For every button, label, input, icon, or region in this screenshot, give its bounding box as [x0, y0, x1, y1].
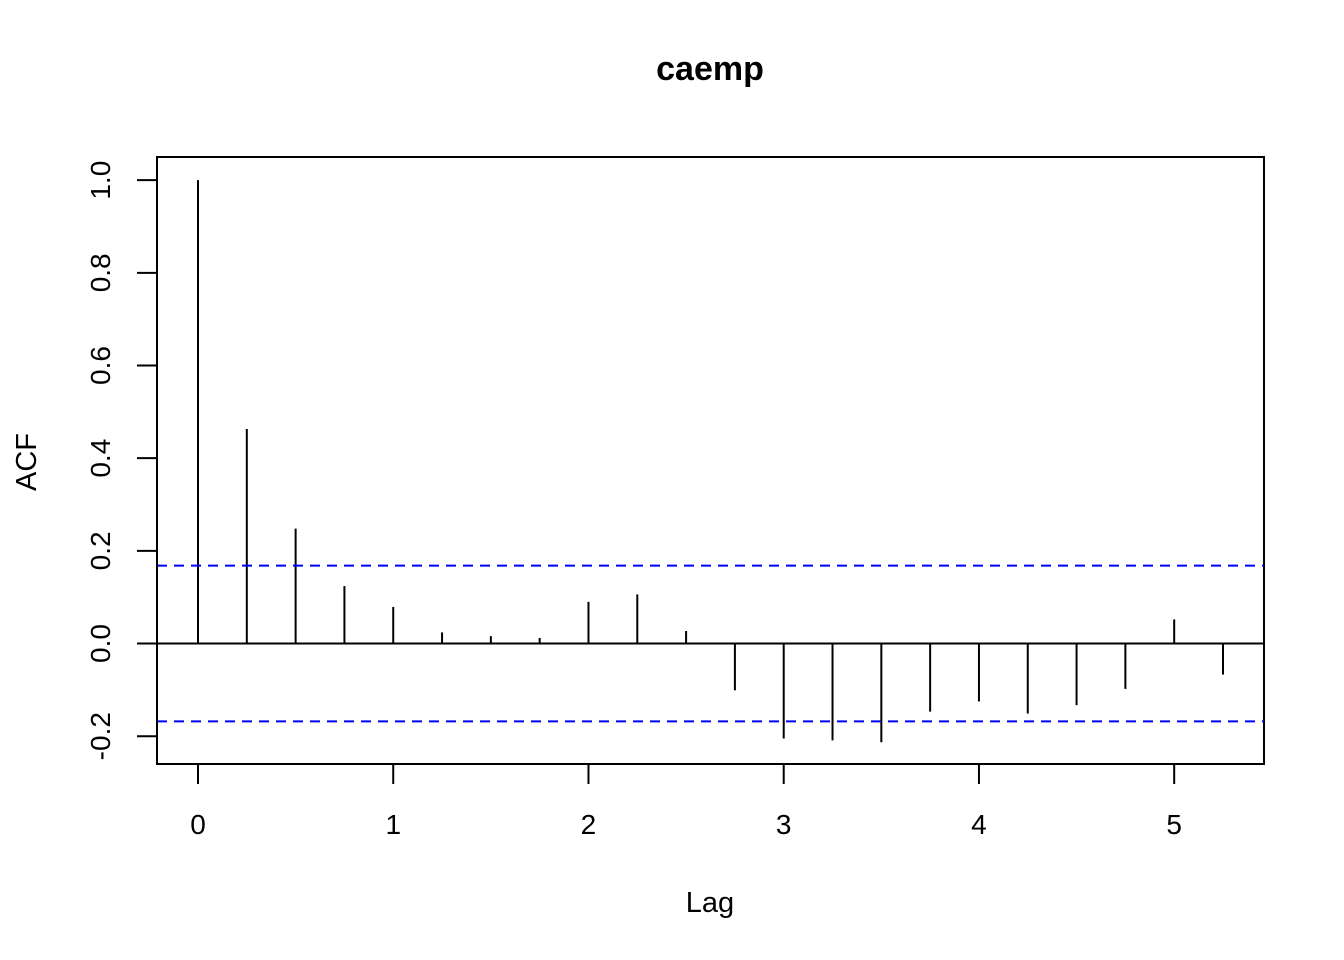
plot-frame	[156, 156, 1265, 765]
chart-title: caemp	[656, 50, 764, 88]
y-tick-label: 0.0	[85, 624, 116, 663]
y-axis-label: ACF	[11, 433, 43, 491]
x-tick-label: 2	[581, 809, 597, 840]
y-tick-label: -0.2	[85, 712, 116, 760]
x-tick-label: 3	[776, 809, 792, 840]
x-axis: 0 1 2 3 4 5	[190, 763, 1182, 840]
x-axis-label: Lag	[686, 887, 734, 919]
x-tick-label: 0	[190, 809, 206, 840]
y-tick-label: 0.2	[85, 531, 116, 570]
y-axis: -0.2 0.0 0.2 0.4 0.6 0.8 1.0	[85, 161, 158, 760]
y-tick-label: 1.0	[85, 161, 116, 200]
x-tick-label: 4	[971, 809, 987, 840]
acf-bars	[197, 180, 1224, 743]
x-tick-label: 5	[1166, 809, 1182, 840]
y-tick-label: 0.6	[85, 346, 116, 385]
x-tick-label: 1	[385, 809, 401, 840]
y-tick-label: 0.4	[85, 439, 116, 478]
y-tick-label: 0.8	[85, 253, 116, 292]
